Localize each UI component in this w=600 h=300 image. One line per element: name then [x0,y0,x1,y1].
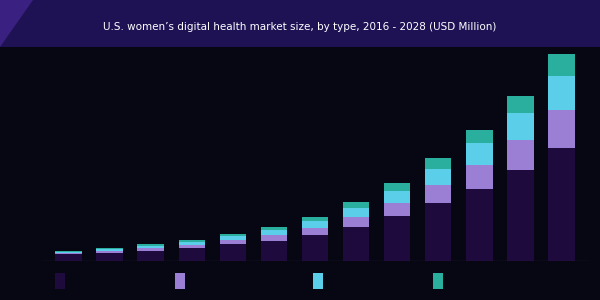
Polygon shape [0,0,33,46]
Bar [137,244,164,246]
Bar [343,208,370,217]
Bar [384,203,410,217]
Bar [302,228,328,235]
Bar [466,143,493,164]
Bar [313,273,323,289]
Bar [507,170,533,261]
Bar [384,217,410,261]
Bar [260,241,287,261]
Bar [466,189,493,261]
Bar [548,110,575,148]
Bar [55,251,82,252]
Bar [302,235,328,261]
Bar [220,240,246,244]
Bar [425,169,451,185]
Bar [425,203,451,261]
Bar [507,95,533,113]
Bar [548,54,575,76]
Bar [97,248,123,250]
Bar [433,273,443,289]
Bar [137,248,164,250]
Bar [384,183,410,190]
Bar [260,230,287,235]
Bar [260,235,287,241]
Bar [55,252,82,253]
Bar [220,236,246,240]
Bar [302,221,328,228]
Bar [425,185,451,203]
Bar [179,245,205,248]
Bar [507,113,533,140]
Bar [55,273,65,289]
Bar [220,244,246,261]
Bar [425,158,451,169]
Bar [260,227,287,230]
Bar [97,250,123,251]
Bar [97,253,123,261]
Bar [302,217,328,221]
Bar [220,234,246,236]
Bar [137,246,164,248]
Bar [175,273,185,289]
Bar [343,227,370,261]
Bar [97,251,123,253]
Bar [55,254,82,261]
Text: U.S. women’s digital health market size, by type, 2016 - 2028 (USD Million): U.S. women’s digital health market size,… [103,22,497,32]
Bar [343,202,370,208]
Bar [179,240,205,242]
Bar [179,248,205,261]
Bar [384,190,410,203]
Bar [55,253,82,254]
Bar [548,148,575,261]
Bar [466,164,493,189]
Bar [507,140,533,170]
Bar [548,76,575,110]
Bar [343,217,370,227]
Bar [466,130,493,143]
Bar [179,242,205,245]
Bar [137,250,164,261]
